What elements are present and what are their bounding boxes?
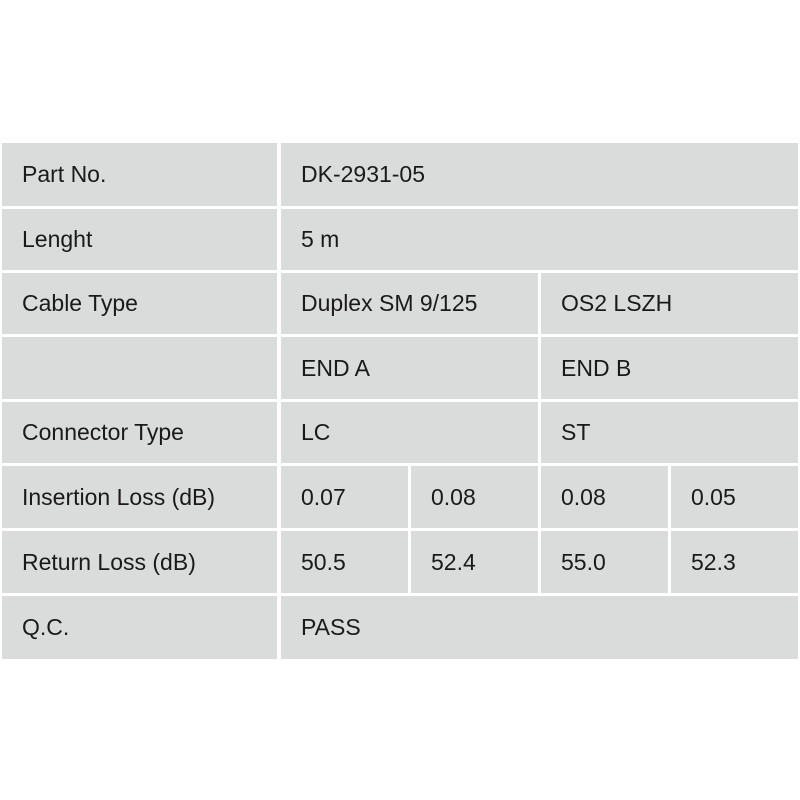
qc-label: Q.C. bbox=[2, 596, 277, 659]
end-a-header: END A bbox=[281, 337, 538, 399]
length-label: Lenght bbox=[2, 209, 277, 270]
insertion-loss-value: 0.05 bbox=[671, 466, 798, 528]
part-no-label: Part No. bbox=[2, 143, 277, 206]
insertion-loss-value: 0.07 bbox=[281, 466, 408, 528]
insertion-loss-label: Insertion Loss (dB) bbox=[2, 466, 277, 528]
return-loss-label: Return Loss (dB) bbox=[2, 531, 277, 593]
return-loss-value: 52.3 bbox=[671, 531, 798, 593]
qc-value: PASS bbox=[281, 596, 798, 659]
part-no-value: DK-2931-05 bbox=[281, 143, 798, 206]
cable-type-value-b: OS2 LSZH bbox=[541, 273, 798, 334]
cable-type-value-a: Duplex SM 9/125 bbox=[281, 273, 538, 334]
return-loss-value: 50.5 bbox=[281, 531, 408, 593]
insertion-loss-value: 0.08 bbox=[541, 466, 668, 528]
return-loss-value: 55.0 bbox=[541, 531, 668, 593]
connector-type-end-a: LC bbox=[281, 402, 538, 463]
ends-label bbox=[2, 337, 277, 399]
return-loss-value: 52.4 bbox=[411, 531, 538, 593]
cable-type-label: Cable Type bbox=[2, 273, 277, 334]
end-b-header: END B bbox=[541, 337, 798, 399]
length-value: 5 m bbox=[281, 209, 798, 270]
connector-type-label: Connector Type bbox=[2, 402, 277, 463]
connector-type-end-b: ST bbox=[541, 402, 798, 463]
insertion-loss-value: 0.08 bbox=[411, 466, 538, 528]
